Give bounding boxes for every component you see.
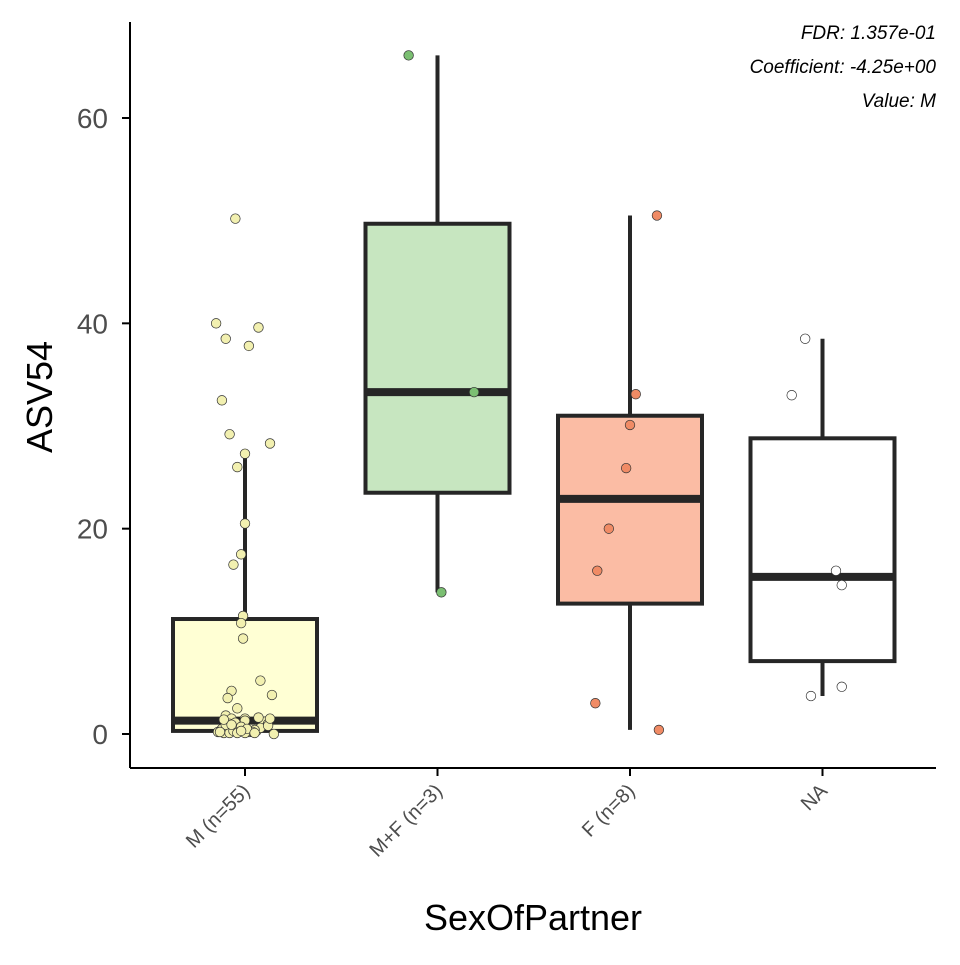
y-tick-label: 40 bbox=[77, 308, 108, 339]
data-point bbox=[253, 322, 264, 333]
data-point bbox=[603, 523, 614, 534]
data-point bbox=[268, 728, 280, 740]
data-point bbox=[590, 698, 601, 709]
data-point bbox=[836, 579, 847, 591]
data-point bbox=[218, 714, 229, 725]
axes-layer bbox=[129, 22, 936, 769]
data-point bbox=[237, 633, 249, 644]
data-point bbox=[651, 210, 663, 221]
data-point bbox=[222, 692, 233, 704]
data-point bbox=[830, 565, 842, 576]
data-point bbox=[800, 333, 811, 344]
boxes-layer bbox=[171, 55, 897, 734]
data-point bbox=[216, 395, 228, 406]
y-tick-label: 0 bbox=[92, 719, 108, 750]
data-point bbox=[224, 429, 235, 440]
y-tick-label: 20 bbox=[77, 514, 108, 545]
data-point bbox=[235, 725, 247, 737]
data-point bbox=[436, 587, 447, 598]
data-point bbox=[836, 681, 847, 692]
data-point bbox=[232, 461, 243, 473]
data-point bbox=[621, 462, 632, 474]
data-point bbox=[232, 703, 243, 714]
x-tick-label: NA bbox=[797, 780, 833, 816]
data-point bbox=[228, 559, 239, 570]
points-layer bbox=[210, 50, 847, 740]
box-4-iqr-rect bbox=[748, 436, 897, 664]
box-3-iqr-rect bbox=[556, 413, 704, 606]
x-tick-label: M (n=55) bbox=[182, 780, 255, 853]
data-point bbox=[468, 386, 480, 398]
data-point bbox=[255, 675, 266, 686]
data-point bbox=[624, 419, 636, 431]
data-point bbox=[630, 389, 641, 400]
data-point bbox=[214, 726, 226, 738]
y-tick-label: 60 bbox=[77, 103, 108, 134]
data-point bbox=[403, 50, 414, 61]
data-point bbox=[266, 689, 278, 701]
data-point bbox=[235, 549, 247, 560]
data-point bbox=[653, 724, 665, 736]
data-point bbox=[220, 333, 231, 344]
annotation-fdr: FDR: 1.357e-01 bbox=[801, 23, 936, 44]
data-point bbox=[230, 213, 241, 224]
data-point bbox=[805, 690, 817, 702]
data-point bbox=[264, 438, 276, 449]
data-point bbox=[210, 318, 222, 329]
data-point bbox=[264, 713, 276, 724]
data-point bbox=[235, 617, 247, 629]
x-tick-label: F (n=8) bbox=[578, 780, 640, 842]
data-point bbox=[239, 518, 251, 529]
data-point bbox=[243, 340, 255, 352]
x-axis-title: SexOfPartner bbox=[424, 897, 642, 938]
data-point bbox=[239, 448, 251, 459]
data-point bbox=[253, 712, 264, 723]
data-point bbox=[786, 390, 797, 401]
box-2-iqr-rect bbox=[363, 221, 512, 495]
y-axis-title: ASV54 bbox=[19, 341, 60, 453]
x-tick-label: M+F (n=3) bbox=[365, 780, 447, 862]
data-point bbox=[249, 727, 260, 739]
annotation-coefficient: Coefficient: -4.25e+00 bbox=[750, 57, 937, 78]
data-point bbox=[226, 719, 237, 730]
data-point bbox=[592, 565, 603, 576]
annotation-value: Value: M bbox=[862, 91, 936, 112]
